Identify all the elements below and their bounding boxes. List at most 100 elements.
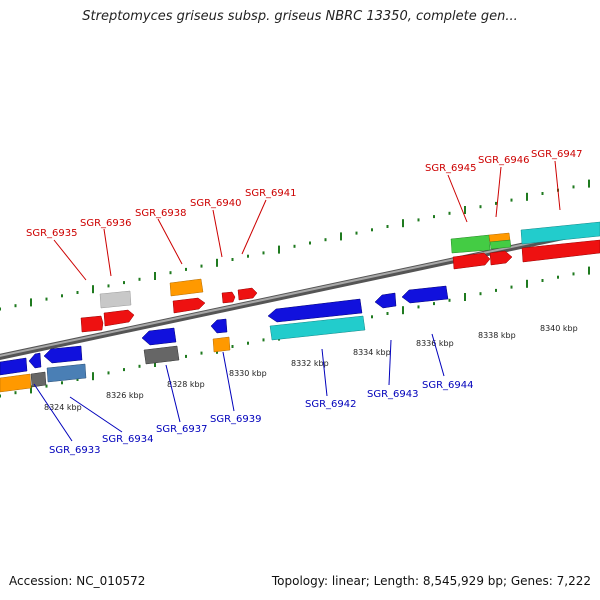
major-tick [526,279,528,288]
minor-tick [200,351,203,355]
gene-arrow-orange[interactable] [212,336,231,353]
gene-label-sgr-6947[interactable]: SGR_6947 [531,149,583,160]
gene-arrow-red[interactable] [80,315,104,333]
gene-label-sgr-6943[interactable]: SGR_6943 [367,389,419,400]
gene-arrow-green[interactable] [450,234,491,254]
label-leader [212,209,223,258]
minor-tick [185,354,187,358]
gene-arrow-red[interactable] [489,250,513,266]
gene-arrow-orange[interactable] [169,278,204,297]
major-tick [402,219,404,228]
gene-arrow-green-small[interactable] [489,239,512,250]
gene-arrow-red[interactable] [221,291,236,304]
gene-label-sgr-6942[interactable]: SGR_6942 [305,399,357,410]
major-tick [278,245,280,254]
genome-title: Streptomyces griseus subsp. griseus NBRC… [82,9,518,24]
gene-arrow-dark-grey[interactable] [143,345,180,365]
gene-label-sgr-6945[interactable]: SGR_6945 [425,163,477,174]
minor-tick [355,231,358,235]
upper-tick-track [0,179,590,311]
gene-arrow-grey[interactable] [99,290,132,309]
minor-tick [510,285,513,289]
forward-strand-track [80,221,600,333]
gene-label-sgr-6946[interactable]: SGR_6946 [478,155,530,166]
minor-tick [541,279,544,282]
gene-arrow-red[interactable] [521,239,600,263]
gene-arrow-blue[interactable] [43,345,83,364]
minor-tick [247,341,249,345]
gene-arrow-blue[interactable] [401,285,449,304]
gene-arrow-red[interactable] [172,297,206,314]
scale-label: 8328 kbp [167,380,205,389]
gene-arrow-blue[interactable] [141,327,177,346]
minor-tick [448,211,451,215]
gene-arrow-steel-blue[interactable] [46,363,87,383]
gene-label-sgr-6939[interactable]: SGR_6939 [210,414,262,425]
major-tick [588,266,590,275]
gene-arrow-cyan[interactable] [269,315,366,341]
gene-arrow-red[interactable] [452,252,491,270]
minor-tick [200,264,203,268]
gene-arrow-orange[interactable] [0,373,32,393]
scale-label: 8326 kbp [106,391,144,400]
accession-text: Accession: NC_010572 [9,574,146,588]
gene-label-sgr-6940[interactable]: SGR_6940 [190,198,242,209]
major-tick [464,293,466,301]
gene-label-sgr-6938[interactable]: SGR_6938 [135,208,187,219]
gene-label-sgr-6934[interactable]: SGR_6934 [102,434,154,445]
minor-tick [76,291,79,294]
minor-tick [0,307,1,311]
gene-arrow-blue[interactable] [374,292,397,309]
gene-arrow-blue[interactable] [0,357,28,376]
label-leader [554,160,561,211]
gene-arrow-dark-grey[interactable] [30,371,47,388]
minor-tick [541,192,544,195]
scale-label: 8334 kbp [353,348,391,357]
gene-arrow-blue[interactable] [210,318,228,334]
minor-tick [61,294,63,298]
gene-label-sgr-6933[interactable]: SGR_6933 [49,445,101,456]
gene-label-sgr-6936[interactable]: SGR_6936 [80,218,132,229]
minor-tick [262,251,265,255]
gene-arrow-blue[interactable] [28,352,42,369]
minor-tick [107,371,110,375]
gene-label-sgr-6937[interactable]: SGR_6937 [156,424,208,435]
scale-label: 8330 kbp [229,369,267,378]
minor-tick [371,315,373,319]
minor-tick [0,394,1,398]
minor-tick [61,381,63,385]
gene-arrow-cyan[interactable] [520,221,600,245]
minor-tick [14,391,17,395]
minor-tick [169,271,172,275]
minor-tick [386,312,389,315]
minor-tick [138,277,141,281]
minor-tick [495,201,497,205]
minor-tick [479,205,482,209]
gene-label-sgr-6941[interactable]: SGR_6941 [245,188,297,199]
minor-tick [448,298,451,302]
gene-arrow-red[interactable] [103,309,135,327]
minor-tick [433,215,435,219]
minor-tick [14,304,17,308]
label-leader [53,239,87,281]
label-leader [241,199,267,255]
minor-tick [572,185,575,189]
gene-label-sgr-6944[interactable]: SGR_6944 [422,380,474,391]
minor-tick [231,345,234,348]
gene-label-sgr-6935[interactable]: SGR_6935 [26,228,78,239]
genome-summary-text: Topology: linear; Length: 8,545,929 bp; … [271,574,591,588]
major-tick [526,192,528,201]
gene-arrow-red[interactable] [237,287,258,301]
gene-arrow-blue[interactable] [267,298,363,323]
minor-tick [572,272,575,276]
minor-tick [76,378,79,381]
scale-label: 8338 kbp [478,331,516,340]
minor-tick [293,244,296,248]
label-leader [69,396,123,433]
minor-tick [45,297,48,301]
major-tick [216,258,218,267]
label-leader [33,383,73,442]
genome-backbone-highlight [0,227,600,357]
major-tick [154,272,156,280]
